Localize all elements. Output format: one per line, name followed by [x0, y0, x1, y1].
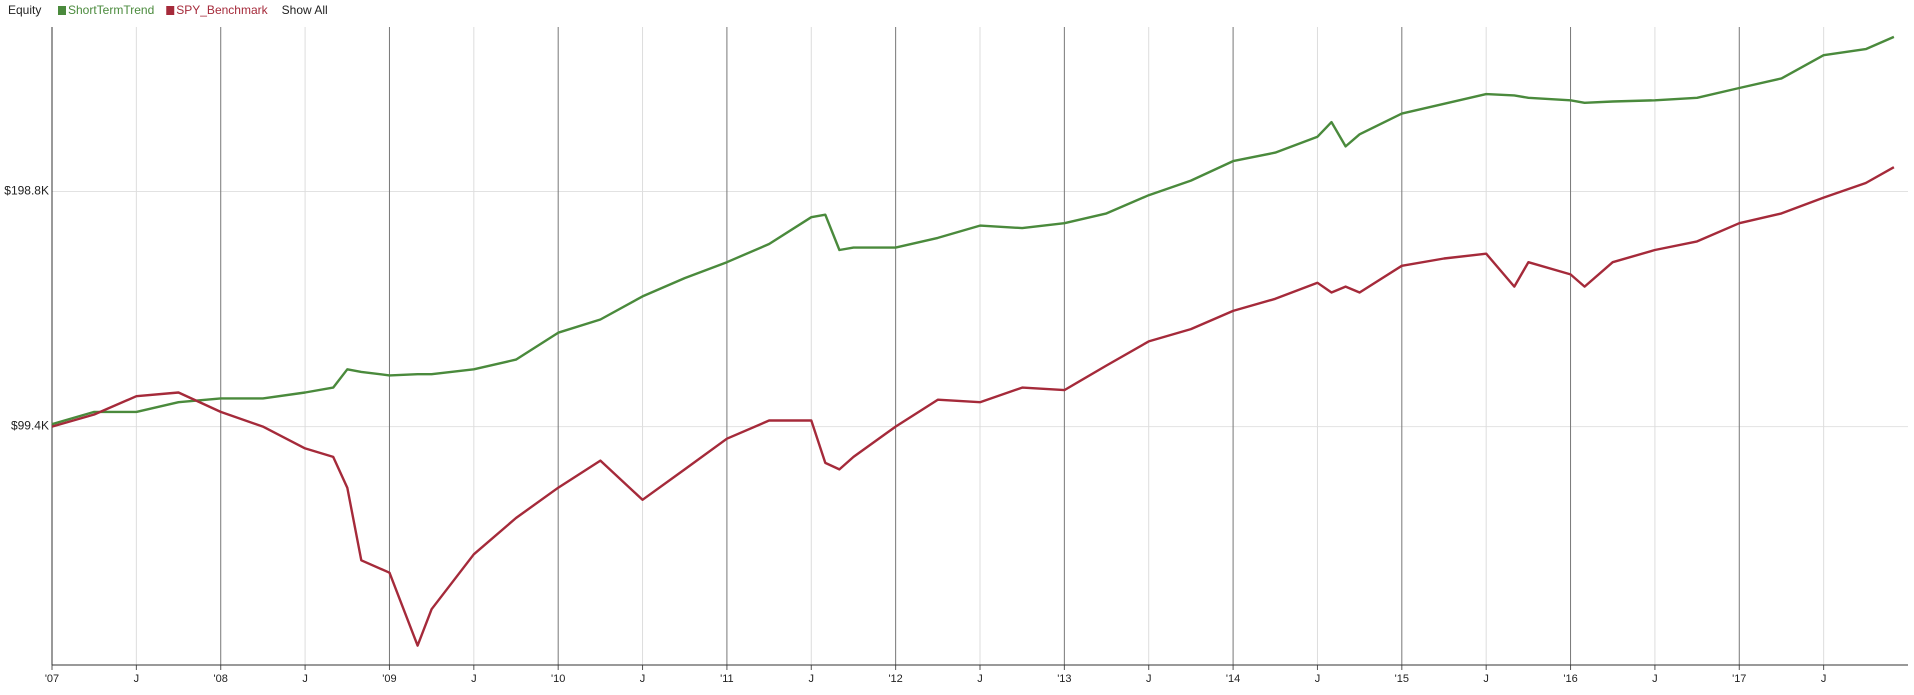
x-tick-label: J: [640, 673, 646, 685]
x-tick-label: J: [302, 673, 308, 685]
x-tick-label: J: [1315, 673, 1321, 685]
x-tick-label: J: [977, 673, 983, 685]
x-tick-label: J: [1146, 673, 1152, 685]
y-tick-label: $198.8K: [4, 184, 49, 198]
x-tick-label: J: [134, 673, 140, 685]
x-tick-label: '09: [382, 673, 396, 685]
x-tick-label: '16: [1563, 673, 1577, 685]
x-tick-label: '14: [1226, 673, 1240, 685]
x-tick-label: '17: [1732, 673, 1746, 685]
series-line: [51, 166, 1895, 647]
x-tick-label: '11: [720, 673, 734, 685]
legend-label[interactable]: ShortTermTrend: [68, 3, 154, 17]
x-tick-label: J: [471, 673, 477, 685]
show-all-button[interactable]: Show All: [282, 3, 328, 17]
x-tick-label: J: [1652, 673, 1658, 685]
chart-title: Equity: [8, 3, 41, 17]
legend-swatch: [58, 6, 66, 15]
series-line: [51, 35, 1895, 426]
x-tick-label: J: [809, 673, 815, 685]
legend-label[interactable]: SPY_Benchmark: [176, 3, 268, 17]
legend-swatch: [166, 6, 175, 15]
x-tick-label: J: [1483, 673, 1489, 685]
x-tick-label: '12: [888, 673, 902, 685]
x-tick-label: '15: [1395, 673, 1409, 685]
x-tick-label: '07: [45, 673, 59, 685]
y-tick-label: $99.4K: [11, 419, 49, 433]
x-tick-label: '08: [214, 673, 228, 685]
x-tick-label: '10: [551, 673, 565, 685]
x-tick-label: J: [1821, 673, 1827, 685]
x-tick-label: '13: [1057, 673, 1071, 685]
